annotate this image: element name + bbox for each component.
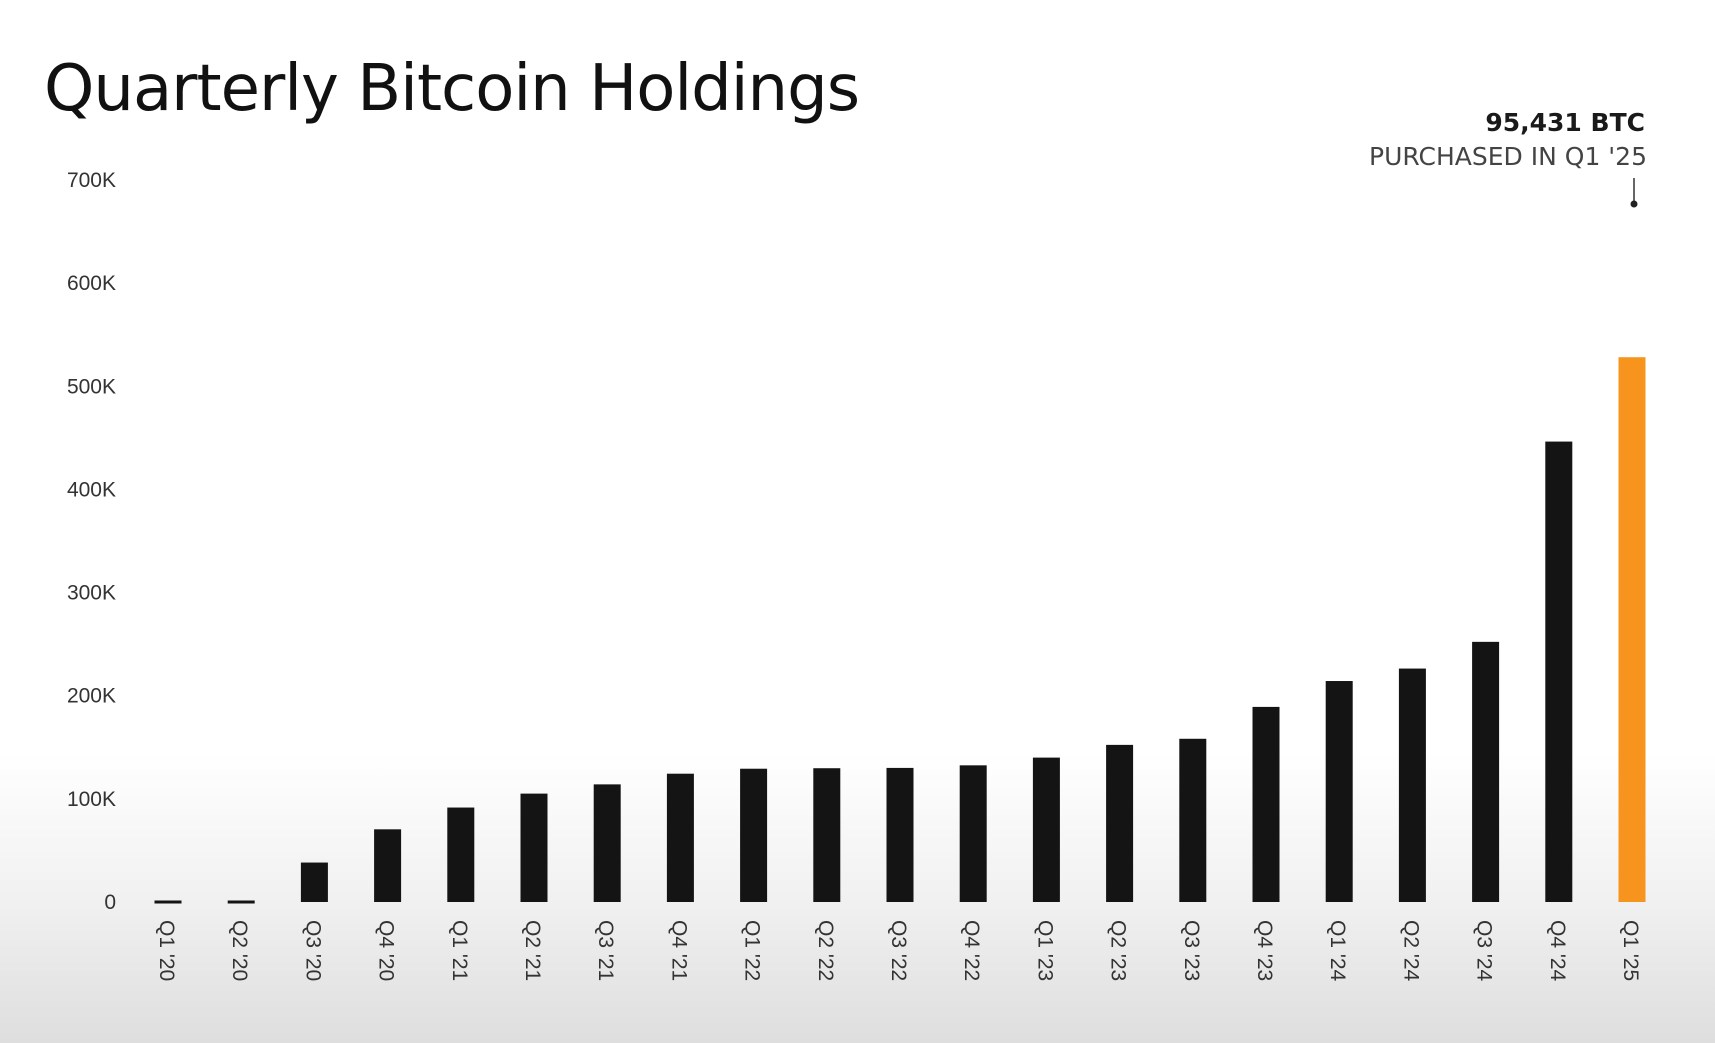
x-axis: Q1 '20 Q2 '20 Q3 '20 Q4 '20 Q1 '21 Q2 '21 Q3 '… — [155, 920, 1642, 982]
x-tick-label: Q3 '23 — [1180, 920, 1203, 981]
y-tick-label: 200K — [67, 685, 116, 708]
x-tick-label: Q1 '22 — [741, 920, 764, 981]
bar — [813, 768, 841, 902]
down-arrow-icon — [1630, 178, 1638, 208]
annotation: 95,431 BTC PURCHASED IN Q1 '25 — [1369, 108, 1647, 208]
x-tick-label: Q4 '21 — [667, 920, 690, 981]
x-tick-label: Q2 '22 — [814, 920, 837, 981]
bar — [447, 807, 475, 902]
y-tick-label: 100K — [67, 788, 116, 811]
y-tick-label: 700K — [67, 169, 116, 192]
x-tick-label: Q1 '23 — [1033, 920, 1056, 981]
x-tick-label: Q1 '21 — [448, 920, 471, 981]
bar — [740, 768, 768, 902]
y-tick-label: 500K — [67, 375, 116, 398]
x-tick-label: Q4 '23 — [1253, 920, 1276, 981]
bar — [520, 793, 548, 902]
y-tick-label: 300K — [67, 582, 116, 605]
bar — [1032, 757, 1060, 902]
y-tick-label: 0 — [104, 891, 116, 914]
bar — [1179, 738, 1207, 902]
bar — [593, 784, 621, 902]
x-tick-label: Q3 '20 — [301, 920, 324, 981]
x-tick-label: Q3 '24 — [1473, 920, 1496, 982]
bar — [1545, 441, 1573, 902]
x-tick-label: Q4 '24 — [1546, 920, 1569, 982]
bar — [1398, 668, 1426, 902]
bar — [1325, 681, 1353, 902]
y-tick-label: 600K — [67, 272, 116, 295]
chart-title: Quarterly Bitcoin Holdings — [44, 52, 859, 126]
bar — [666, 773, 694, 902]
bar — [154, 900, 182, 904]
bar — [959, 765, 987, 902]
bars-group — [154, 357, 1646, 904]
x-tick-label: Q2 '20 — [228, 920, 251, 981]
x-tick-label: Q1 '25 — [1619, 920, 1642, 981]
x-tick-label: Q2 '24 — [1399, 920, 1422, 982]
bar — [1106, 744, 1134, 902]
annotation-value: 95,431 BTC — [1485, 108, 1645, 137]
bar — [1472, 641, 1500, 902]
x-tick-label: Q4 '20 — [375, 920, 398, 981]
x-tick-label: Q1 '20 — [155, 920, 178, 981]
y-axis: 0 100K 200K 300K 400K 500K 600K 700K — [67, 169, 116, 914]
bar — [227, 900, 255, 904]
bar — [300, 862, 328, 902]
bar — [1252, 706, 1280, 902]
bar — [374, 829, 402, 902]
x-tick-label: Q2 '23 — [1107, 920, 1130, 981]
y-tick-label: 400K — [67, 478, 116, 501]
x-tick-label: Q4 '22 — [960, 920, 983, 981]
x-tick-label: Q3 '22 — [887, 920, 910, 981]
annotation-label: PURCHASED IN Q1 '25 — [1369, 142, 1647, 171]
x-tick-label: Q1 '24 — [1326, 920, 1349, 982]
x-tick-label: Q2 '21 — [521, 920, 544, 981]
highlighted-bar — [1618, 357, 1646, 902]
x-tick-label: Q3 '21 — [594, 920, 617, 981]
bar — [886, 767, 914, 902]
